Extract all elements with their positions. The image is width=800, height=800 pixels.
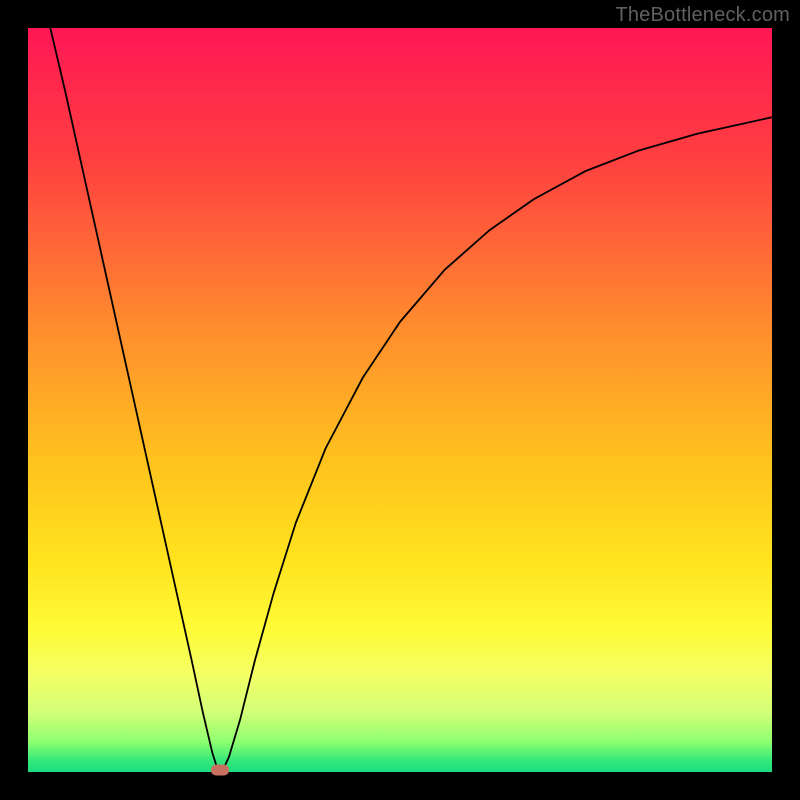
optimal-point-marker bbox=[211, 764, 229, 775]
bottleneck-curve bbox=[28, 28, 772, 772]
plot-area bbox=[28, 28, 772, 772]
watermark-text: TheBottleneck.com bbox=[615, 4, 790, 27]
chart-frame: TheBottleneck.com bbox=[0, 0, 800, 800]
